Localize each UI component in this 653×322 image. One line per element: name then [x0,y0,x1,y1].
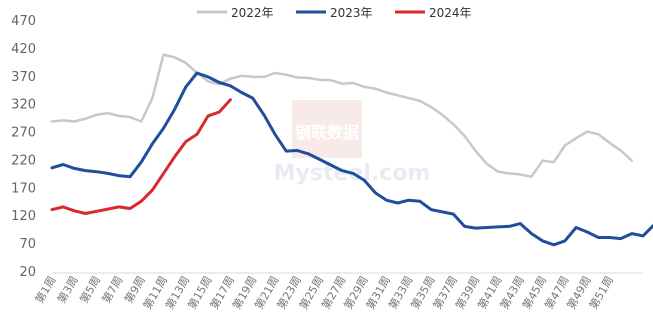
y-tick-label: 220 [11,153,36,168]
x-tick-label: 第5周 [77,274,104,306]
x-axis: 第1周第3周第5周第7周第9周第11周第13周第15周第17周第19周第21周第… [32,272,643,312]
watermark-logo-box [292,100,362,158]
legend-label: 2023年 [330,6,373,20]
legend-label: 2024年 [429,6,472,20]
y-tick-label: 370 [11,70,36,85]
y-tick-label: 70 [19,237,36,252]
series-layer [50,53,653,247]
y-tick-label: 120 [11,209,36,224]
y-tick-label: 470 [11,14,36,29]
watermark-logo-text: 钢联数据 [295,123,359,142]
y-tick-label: 270 [11,126,36,141]
legend: 2022年 2023年 2024年 [197,6,472,20]
y-tick-label: 420 [11,42,36,57]
x-tick-label: 第7周 [99,274,126,306]
y-axis: 20 70 120 170 220 270 320 370 420 470 [11,14,36,280]
x-tick-label: 第3周 [54,274,81,306]
series-line-2 [50,98,232,215]
y-tick-label: 20 [19,265,36,280]
series-line-1 [50,71,653,247]
y-tick-label: 320 [11,98,36,113]
legend-label: 2022年 [231,6,274,20]
series-line-0 [50,53,634,178]
y-tick-label: 170 [11,181,36,196]
